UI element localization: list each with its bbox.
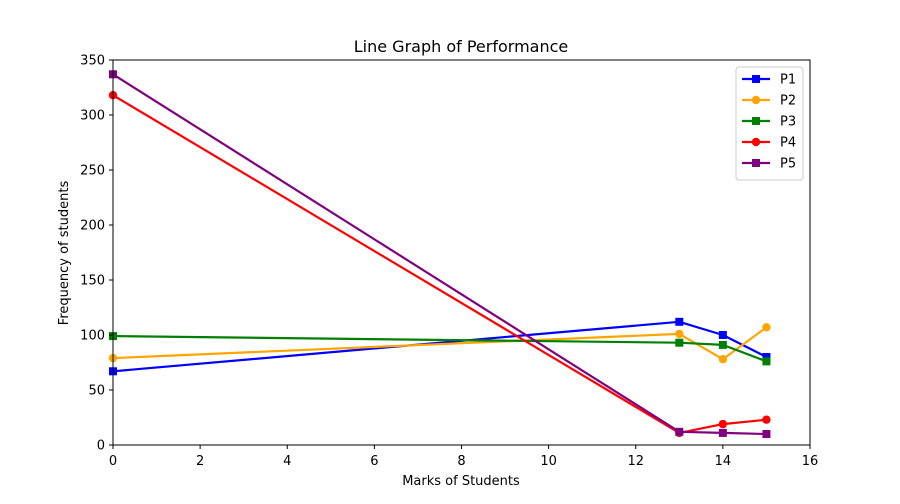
data-point-p4 (718, 419, 728, 429)
data-point-p4 (762, 415, 771, 424)
legend-marker-p4 (751, 137, 761, 147)
series-line-p5 (111, 72, 768, 436)
data-point-p2 (762, 323, 771, 332)
series-line-p1 (111, 320, 768, 373)
y-tick-label: 50 (88, 384, 105, 399)
x-axis-title: Marks of Students (402, 474, 520, 489)
x-tick-label: 2 (196, 454, 204, 469)
legend-item-p5: P5 (742, 157, 796, 172)
plot-area (108, 59, 811, 446)
plot-frame (112, 59, 811, 446)
x-tick-label: 6 (370, 454, 378, 469)
data-point-p1 (718, 331, 727, 339)
x-tick-label: 8 (457, 454, 465, 469)
legend-item-p4: P4 (742, 136, 796, 151)
x-tick-label: 10 (540, 454, 557, 469)
series-line-p4 (111, 93, 768, 434)
y-tick-label: 200 (80, 219, 105, 234)
legend-label-p1: P1 (780, 73, 796, 88)
data-point-p5 (718, 428, 727, 437)
legend-item-p2: P2 (742, 94, 796, 109)
legend-label-p3: P3 (780, 115, 796, 130)
y-tick-label: 300 (80, 109, 105, 124)
x-tick-label: 14 (715, 454, 732, 469)
series-line-p3 (111, 334, 768, 363)
data-point-p3 (762, 357, 771, 366)
x-tick-label: 4 (283, 454, 291, 469)
y-axis: 0 50 100 150 200 250 300 350 (80, 54, 113, 454)
chart-title: Line Graph of Performance (354, 37, 569, 56)
series-line-p2 (111, 325, 768, 361)
data-point-p3 (675, 338, 684, 347)
x-tick-label: 0 (109, 454, 117, 469)
data-point-p2 (718, 355, 728, 364)
legend-label-p2: P2 (780, 94, 796, 109)
data-point-p3 (718, 340, 727, 349)
data-point-p1 (762, 353, 771, 361)
legend-box (735, 66, 804, 181)
y-tick-label: 100 (80, 329, 105, 344)
data-point-p5 (762, 430, 771, 438)
data-point-p1 (675, 317, 684, 326)
legend-label-p5: P5 (780, 157, 796, 172)
y-tick-label: 0 (97, 439, 105, 454)
y-tick-label: 150 (80, 274, 105, 289)
y-axis-title: Frequency of students (57, 181, 72, 326)
legend: P1 P2 P3 P4 P5 (735, 66, 804, 181)
y-tick-label: 350 (80, 54, 105, 69)
y-tick-label: 250 (80, 164, 105, 179)
x-axis: 0 2 4 6 8 10 12 14 16 (109, 445, 818, 469)
legend-marker-p1 (752, 75, 760, 83)
legend-item-p3: P3 (742, 115, 796, 130)
legend-marker-p2 (751, 95, 761, 105)
legend-marker-p5 (752, 159, 760, 167)
legend-label-p4: P4 (780, 136, 796, 151)
data-point-p5 (675, 427, 684, 436)
legend-item-p1: P1 (742, 73, 796, 88)
x-tick-label: 16 (802, 454, 819, 469)
legend-marker-p3 (752, 117, 760, 125)
data-point-p2 (675, 329, 684, 339)
x-tick-label: 12 (627, 454, 644, 469)
